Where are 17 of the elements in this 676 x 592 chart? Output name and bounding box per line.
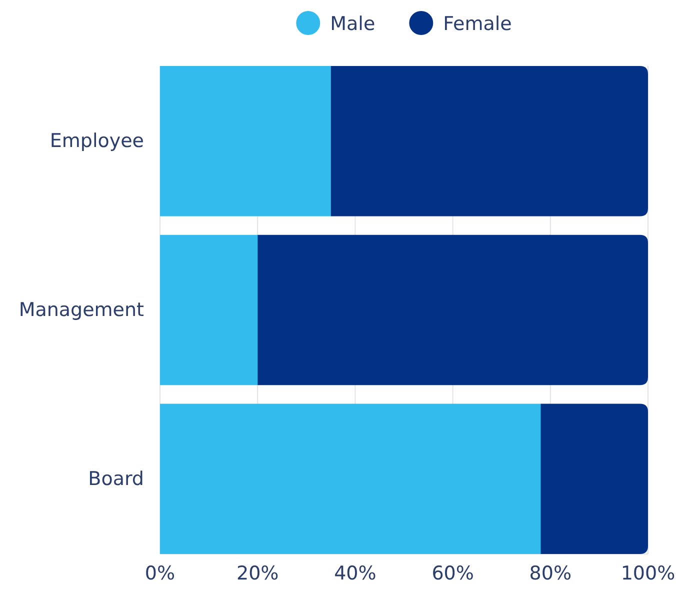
y-tick-label: Management: [18, 299, 144, 322]
bar: [160, 234, 258, 386]
y-tick-label: Board: [88, 468, 144, 490]
x-tick-label: 60%: [432, 562, 474, 584]
x-tick-label: 20%: [236, 562, 279, 584]
x-tick-label: 100%: [620, 562, 676, 584]
x-tick-label: 80%: [529, 562, 572, 584]
x-tick-label: 40%: [334, 562, 376, 584]
bar: [258, 234, 648, 386]
x-tick-label: 0%: [144, 562, 176, 584]
y-tick-label: Employee: [50, 130, 144, 152]
bar: [160, 404, 541, 554]
bar: [540, 404, 648, 554]
legend-label: Male: [330, 13, 376, 35]
bar: [330, 66, 648, 216]
bar: [160, 66, 331, 216]
legend-label: Female: [443, 13, 512, 35]
